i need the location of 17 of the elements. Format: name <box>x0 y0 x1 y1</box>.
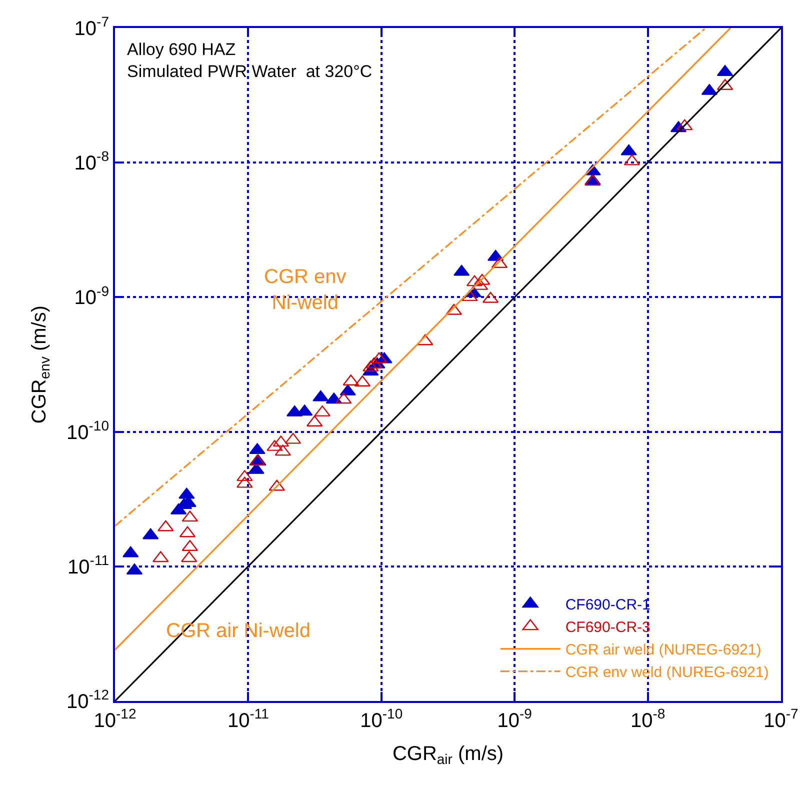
y-tick-label: 10$^{-8}$ <box>74 148 110 175</box>
legend-label: CF690-CR-3 <box>565 619 650 636</box>
legend-label: CGR air weld (NUREG-6921) <box>565 642 762 659</box>
y-tick-label: 10$^{-10}$ <box>66 417 110 444</box>
legend-label: CF690-CR-1 <box>565 596 650 614</box>
legend-label: CGR env weld (NUREG-6921) <box>565 664 769 682</box>
annotation: Alloy 690 HAZ Simulated PWR Water at 320°C <box>127 40 372 82</box>
x-tick-label: 10$^{-10}$ <box>360 706 403 732</box>
y-tick-label: 10$^{-9}$ <box>74 282 110 310</box>
x-axis-title: CGR$_{air}$ (m/s) <box>392 743 504 768</box>
x-tick-label: 10$^{-9}$ <box>497 706 532 732</box>
x-tick-label: 10$^{-11}$ <box>227 706 270 732</box>
y-tick-label: 10$^{-7}$ <box>74 14 110 40</box>
annotation: CGR env Ni-weld <box>264 266 346 314</box>
x-tick-label: 10$^{-7}$ <box>764 706 799 732</box>
y-tick-label: 10$^{-11}$ <box>68 552 110 578</box>
x-tick-label: 10$^{-8}$ <box>630 706 666 732</box>
